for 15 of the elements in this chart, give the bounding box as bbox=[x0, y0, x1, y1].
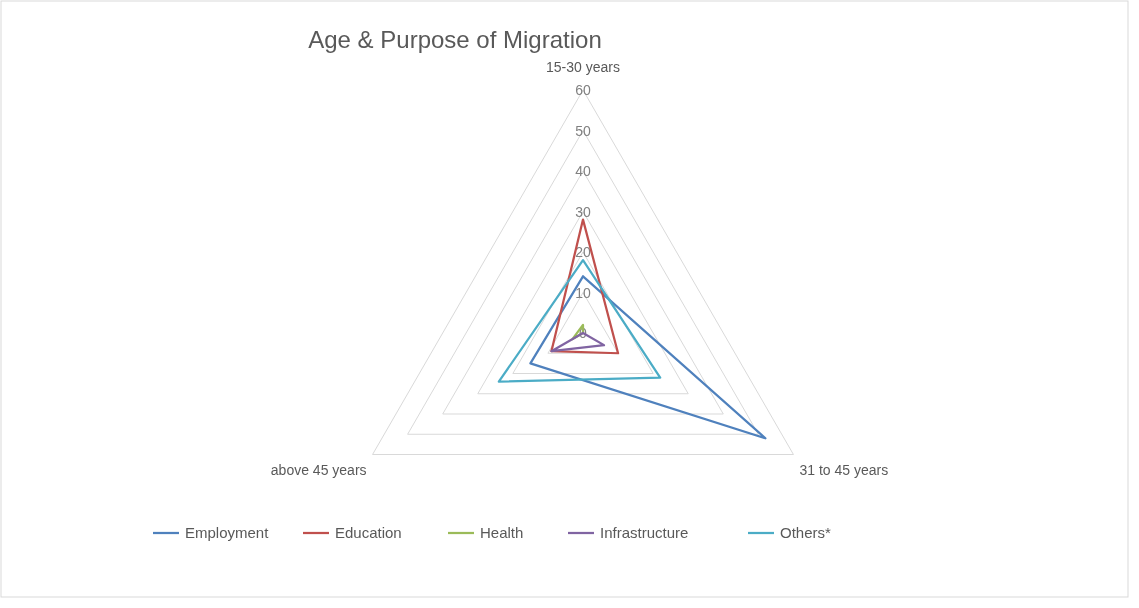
y-tick-label: 10 bbox=[575, 284, 591, 301]
spoke-label: 15-30 years bbox=[546, 59, 620, 75]
y-tick-label: 40 bbox=[575, 163, 591, 179]
legend-label: Employment bbox=[185, 524, 270, 541]
legend-label: Education bbox=[335, 524, 402, 541]
y-tick-label: 20 bbox=[575, 244, 591, 260]
legend-label: Health bbox=[480, 524, 524, 541]
y-tick-label: 50 bbox=[575, 122, 591, 139]
y-tick-label: 30 bbox=[575, 203, 591, 220]
chart-title: Age & Purpose of Migration bbox=[308, 26, 602, 53]
legend-label: Infrastructure bbox=[600, 524, 689, 541]
legend-label: Others* bbox=[780, 524, 832, 541]
y-tick-label: 60 bbox=[575, 82, 591, 98]
spoke-label: 31 to 45 years bbox=[799, 461, 889, 478]
spoke-label: above 45 years bbox=[270, 461, 367, 478]
